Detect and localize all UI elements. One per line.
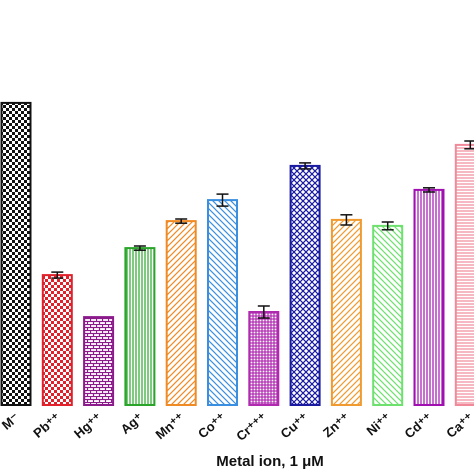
error-bar xyxy=(133,245,146,251)
bar xyxy=(413,188,445,406)
x-tick-label: Co⁺⁺ xyxy=(195,410,229,442)
x-tick-label: Ag⁺ xyxy=(118,410,146,437)
error-bar xyxy=(299,162,312,170)
bar xyxy=(83,316,115,407)
bar xyxy=(330,218,362,406)
bar xyxy=(124,247,156,406)
error-bar xyxy=(423,187,435,193)
bar xyxy=(454,143,474,406)
error-bar xyxy=(340,214,353,226)
x-tick-label: Hg⁺⁺ xyxy=(71,410,105,442)
x-tick-label: Cr⁺⁺⁺ xyxy=(233,410,270,444)
x-tick-label: Mn⁺⁺ xyxy=(153,410,188,442)
x-tick-label: Ni⁺⁺ xyxy=(364,410,394,439)
error-bar xyxy=(257,305,270,319)
x-axis-label: Metal ion, 1 μM xyxy=(216,453,324,470)
bar xyxy=(0,101,32,407)
x-tick-label: Ca⁺⁺ xyxy=(443,410,474,441)
bar xyxy=(248,311,280,406)
bar xyxy=(41,274,73,406)
x-tick-label: Cu⁺⁺ xyxy=(278,410,312,442)
error-bar xyxy=(464,140,474,150)
error-bar xyxy=(175,218,188,224)
bar xyxy=(207,199,238,406)
x-tick-label: Zn⁺⁺ xyxy=(320,410,352,441)
error-bar xyxy=(381,221,394,231)
error-bar xyxy=(216,193,229,207)
error-bar xyxy=(51,271,64,279)
bar xyxy=(372,224,404,406)
x-tick-label: M⁻ xyxy=(0,410,22,433)
x-tick-label: Pb⁺⁺ xyxy=(30,410,63,441)
bar xyxy=(289,164,321,406)
x-tick-label: Cd⁺⁺ xyxy=(401,410,435,442)
bar xyxy=(165,220,197,406)
